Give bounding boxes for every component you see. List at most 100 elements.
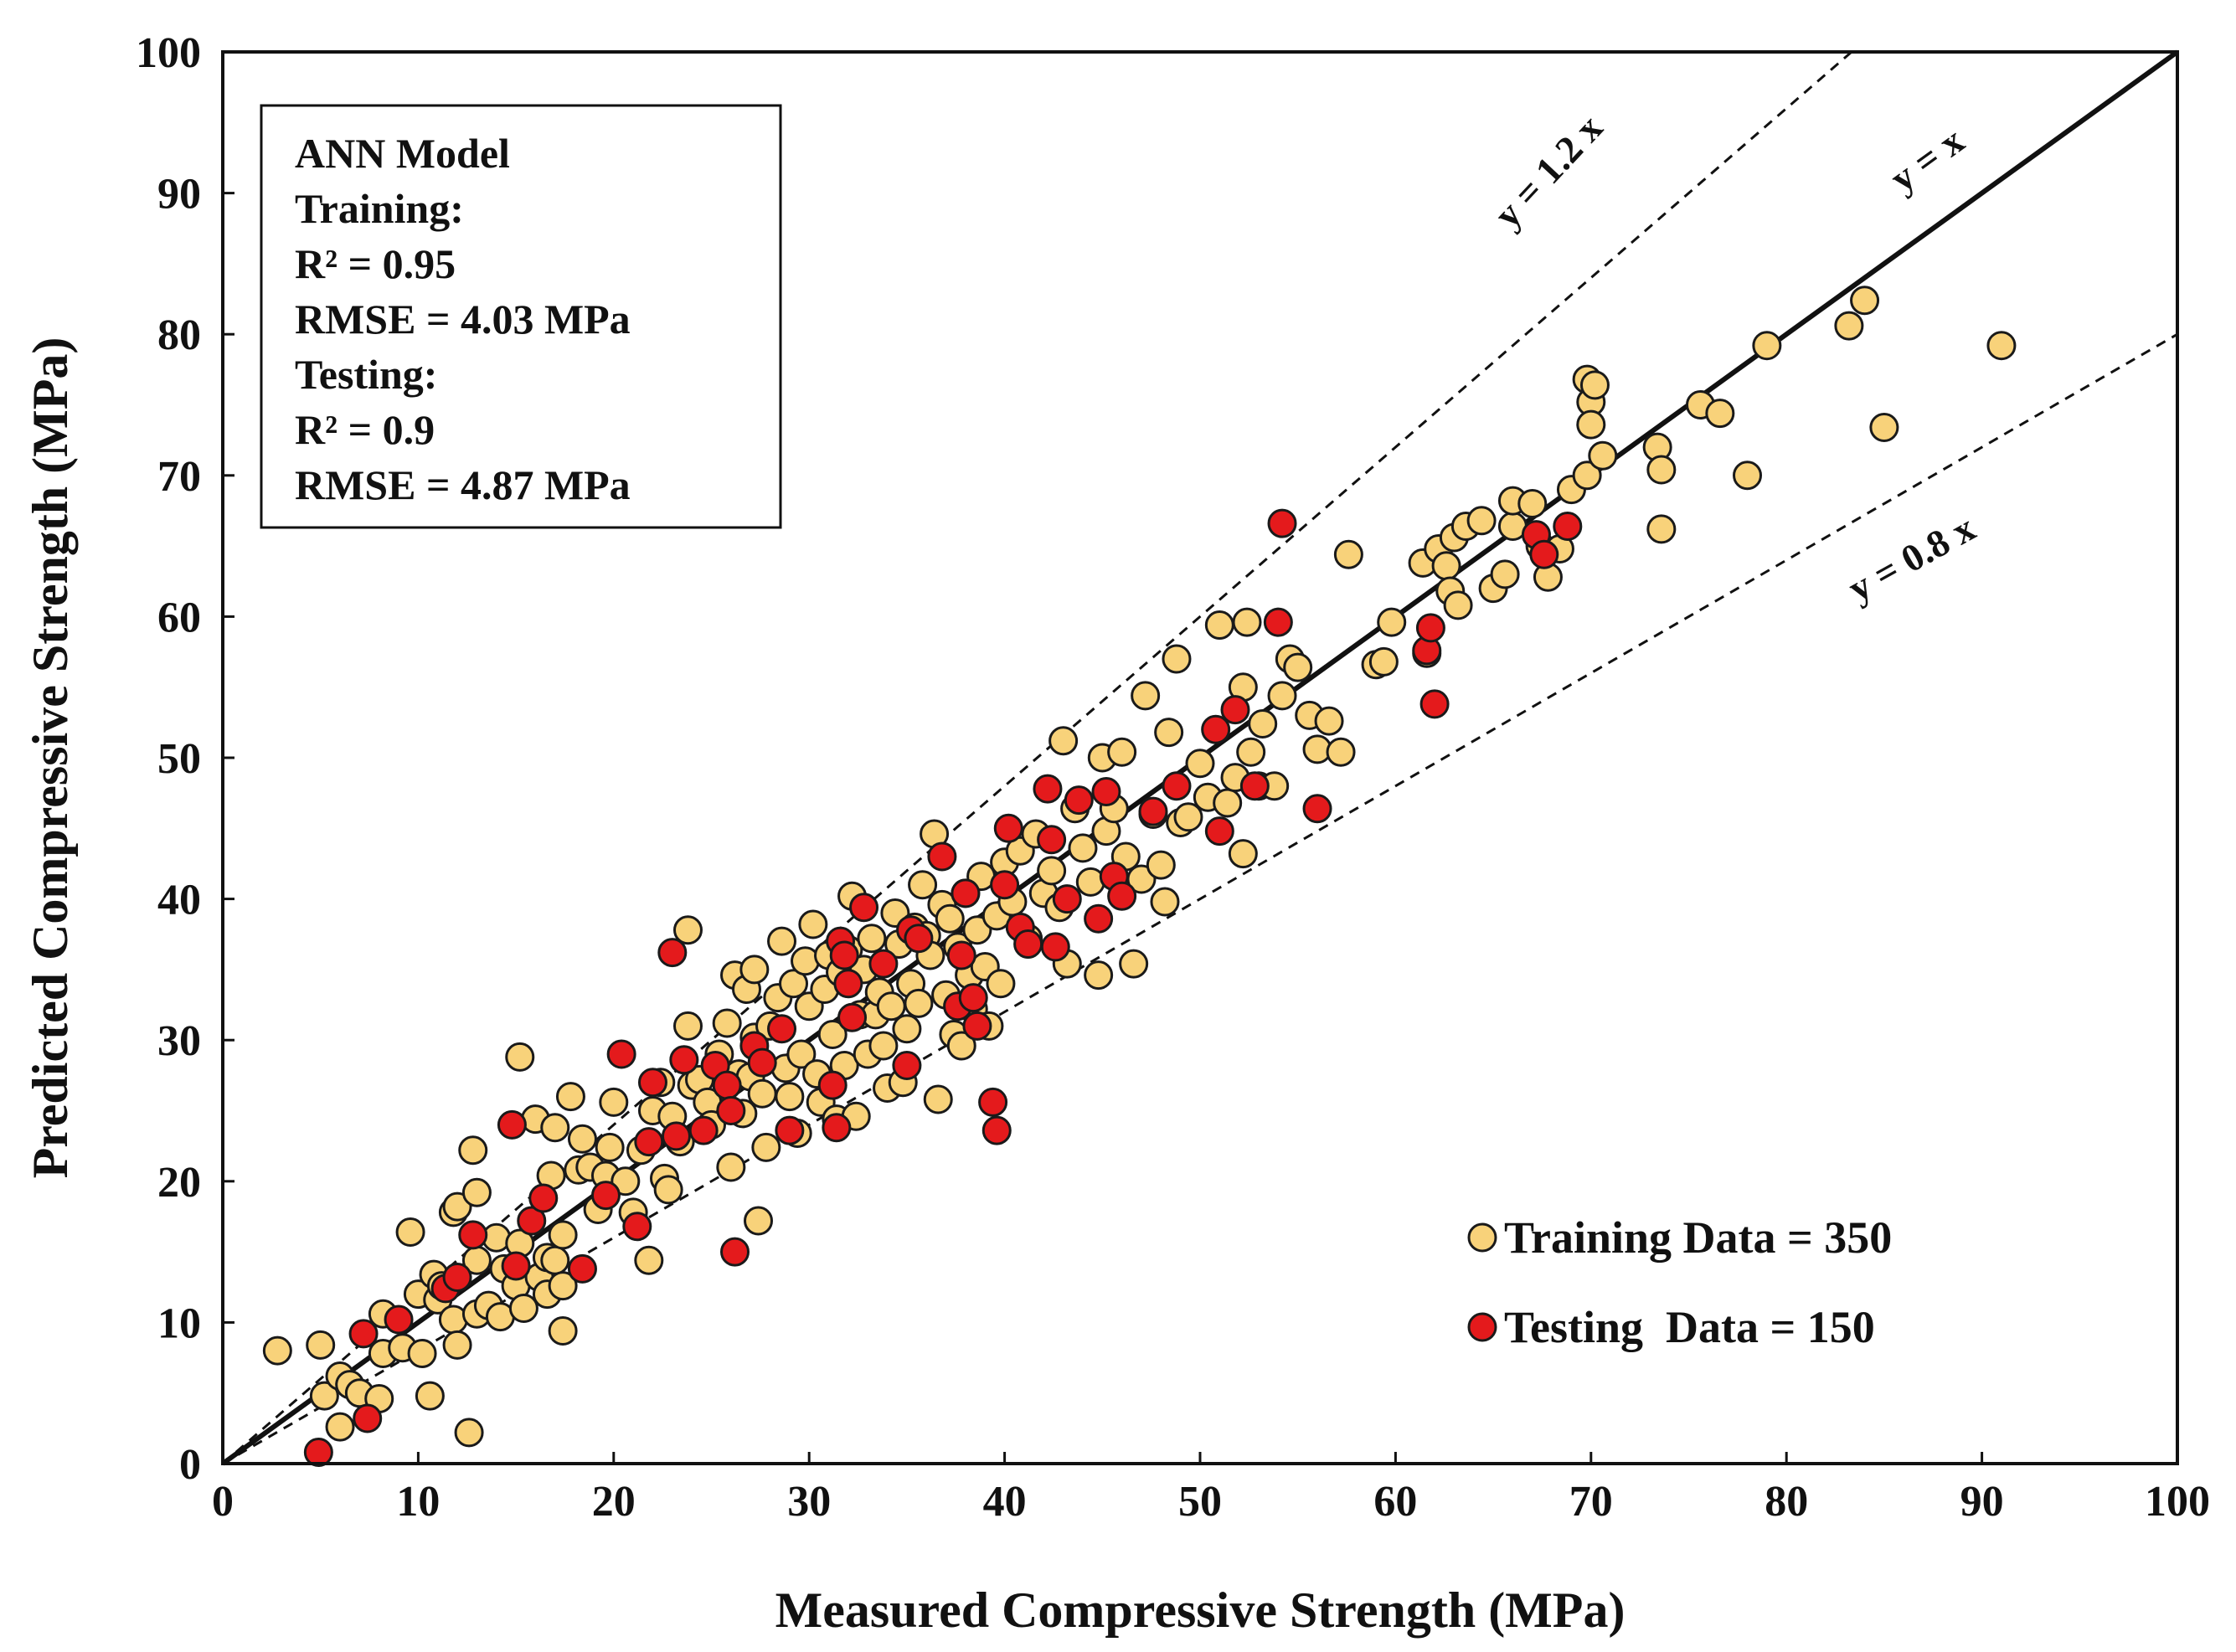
training-point-226: [1986, 331, 2017, 361]
testing-point-53: [1037, 825, 1067, 855]
info-training-rmse: RMSE = 4.03 MPa: [295, 296, 631, 342]
training-point-195: [1431, 551, 1461, 581]
training-point-64: [672, 1011, 703, 1041]
training-point-166: [1162, 644, 1192, 674]
training-point-0: [262, 1335, 292, 1366]
training-point-191: [1377, 607, 1407, 637]
training-point-139: [986, 969, 1016, 999]
x-tick-label-5: 50: [1178, 1478, 1222, 1526]
y-tick-label-10: 100: [136, 29, 201, 77]
y-tick-label-0: 0: [179, 1441, 201, 1489]
y-tick-label-7: 70: [157, 453, 201, 501]
training-point-1: [306, 1330, 336, 1360]
training-point-186: [1314, 706, 1344, 736]
training-point-218: [1646, 514, 1677, 544]
training-point-200: [1466, 506, 1497, 536]
training-point-13: [407, 1338, 437, 1368]
training-point-190: [1368, 646, 1399, 677]
training-point-202: [1490, 559, 1520, 589]
training-point-34: [508, 1294, 538, 1324]
training-point-176: [1232, 607, 1262, 637]
legend-marker-testing: [1467, 1312, 1497, 1342]
testing-point-20: [688, 1115, 719, 1145]
x-tick-label-8: 80: [1765, 1478, 1808, 1526]
testing-point-35: [849, 893, 879, 923]
info-model-name: ANN Model: [295, 130, 510, 177]
testing-point-48: [990, 870, 1020, 900]
testing-point-57: [1084, 903, 1114, 934]
x-tick-label-2: 20: [592, 1478, 636, 1526]
testing-point-19: [669, 1045, 699, 1075]
training-point-41: [540, 1245, 570, 1275]
training-point-19: [442, 1330, 472, 1360]
testing-point-67: [1263, 607, 1293, 637]
training-point-44: [548, 1316, 578, 1346]
testing-point-32: [829, 940, 859, 970]
training-point-214: [1579, 370, 1610, 400]
training-point-56: [634, 1245, 664, 1275]
training-point-168: [1173, 802, 1203, 832]
testing-point-9: [517, 1206, 547, 1236]
training-point-164: [1150, 887, 1180, 917]
testing-point-55: [1052, 884, 1082, 914]
testing-point-13: [606, 1039, 636, 1069]
training-point-161: [1131, 681, 1161, 711]
legend-label-testing: Testing Data = 150: [1504, 1302, 1875, 1352]
training-point-97: [817, 1019, 848, 1049]
training-point-188: [1333, 539, 1363, 569]
training-point-22: [454, 1418, 484, 1448]
training-point-60: [653, 1175, 683, 1205]
testing-point-65: [1220, 695, 1250, 725]
training-point-148: [1048, 726, 1079, 756]
x-tick-label-7: 70: [1569, 1478, 1613, 1526]
testing-point-0: [303, 1438, 333, 1468]
x-tick-label-6: 60: [1373, 1478, 1417, 1526]
y-tick-label-1: 10: [157, 1299, 201, 1347]
testing-point-36: [868, 949, 899, 979]
plot-area-frame: [221, 50, 2179, 1465]
training-point-225: [1869, 412, 1899, 442]
training-point-210: [1572, 461, 1602, 491]
training-point-224: [1850, 286, 1880, 316]
training-point-157: [1107, 737, 1137, 767]
testing-point-2: [353, 1403, 383, 1433]
training-point-70: [712, 1008, 742, 1038]
info-box: ANN Model Training: R² = 0.95 RMSE = 4.0…: [260, 104, 782, 529]
training-point-165: [1154, 718, 1184, 748]
training-point-21: [442, 1191, 472, 1222]
training-point-223: [1834, 311, 1864, 341]
testing-point-23: [716, 1096, 746, 1125]
training-point-215: [1588, 440, 1618, 471]
training-point-159: [1119, 949, 1149, 979]
testing-point-39: [904, 924, 934, 954]
testing-point-63: [1201, 714, 1231, 744]
training-point-146: [1037, 856, 1067, 886]
training-point-42: [548, 1271, 578, 1301]
y-tick-label-2: 20: [157, 1159, 201, 1207]
training-point-84: [767, 926, 797, 956]
training-point-86: [775, 1082, 805, 1112]
y-tick-label-8: 80: [157, 311, 201, 359]
testing-point-29: [817, 1070, 848, 1100]
training-point-52: [599, 1087, 629, 1117]
training-point-163: [1146, 850, 1176, 880]
testing-point-37: [892, 1051, 922, 1081]
training-point-107: [857, 924, 887, 954]
x-tick-label-10: 100: [2145, 1478, 2210, 1526]
training-point-11: [395, 1217, 425, 1247]
y-axis-title: Predicted Compressive Strength (MPa): [23, 337, 78, 1179]
testing-point-74: [1529, 539, 1559, 569]
training-point-77: [739, 955, 770, 985]
training-point-222: [1752, 331, 1782, 361]
testing-point-18: [661, 1121, 691, 1151]
training-point-119: [904, 988, 934, 1018]
testing-point-24: [720, 1237, 750, 1267]
training-point-2: [309, 1381, 339, 1411]
training-point-198: [1443, 590, 1473, 620]
training-point-171: [1204, 610, 1234, 641]
y-axis-ticks: 0 10 20 30 40 50 60 70 80 90 100: [136, 29, 234, 1489]
testing-point-33: [833, 969, 863, 999]
x-tick-label-9: 90: [1960, 1478, 2004, 1526]
info-testing-r2: R² = 0.9: [295, 406, 435, 453]
info-training-heading: Training:: [295, 185, 464, 232]
